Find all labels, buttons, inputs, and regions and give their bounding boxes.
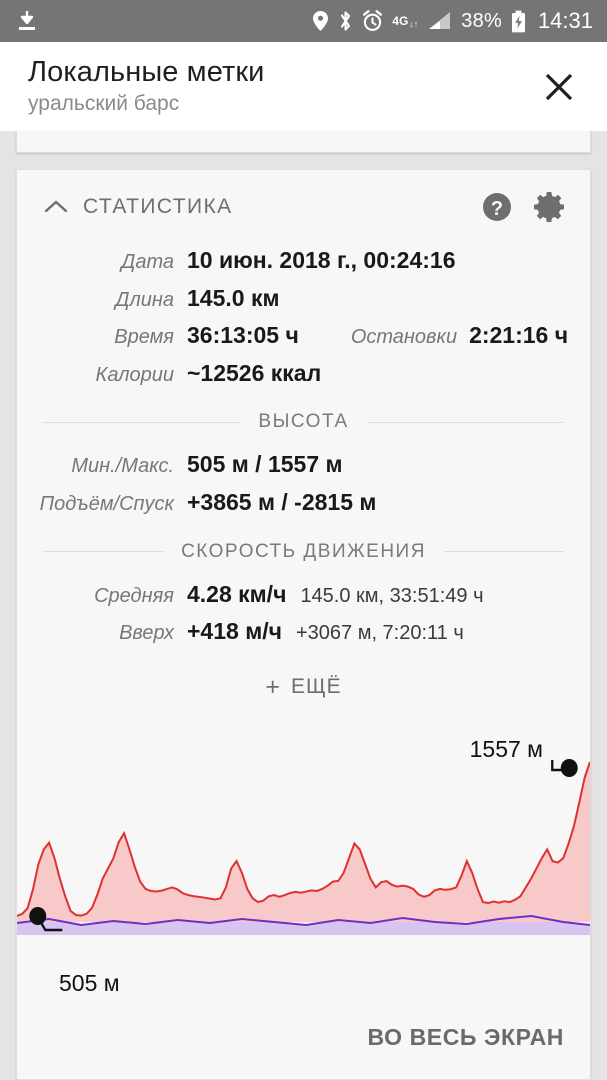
divider-line-right (443, 551, 565, 553)
chevron-up-icon[interactable] (43, 194, 69, 220)
stat-value: 2:21:16 ч (469, 322, 569, 349)
stat-value: +418 м/ч (187, 618, 282, 645)
divider-line-left (43, 421, 241, 423)
statistics-header[interactable]: СТАТИСТИКА ? (17, 170, 590, 238)
min-elevation-label: 505 м (59, 969, 120, 996)
download-icon (16, 9, 38, 33)
signal-bars-icon (427, 10, 452, 32)
network-type-label: 4G (392, 14, 409, 28)
show-more-label: ЕЩЁ (290, 675, 342, 699)
elevation-chart[interactable]: 1557 м 505 м (17, 720, 590, 1010)
stat-pair-stops: Остановки 2:21:16 ч (351, 322, 568, 350)
stat-row-ascent-descent: Подъём/Спуск +3865 м / -2815 м (17, 484, 590, 522)
page-title: Локальные метки (28, 55, 265, 88)
statistics-title: СТАТИСТИКА (83, 195, 233, 218)
previous-card-peek[interactable] (16, 131, 591, 153)
stat-label: Мин./Макс. (71, 455, 174, 478)
bluetooth-icon (338, 10, 353, 32)
location-pin-icon (312, 10, 329, 32)
stat-label: Дата (121, 251, 174, 273)
stat-value: +3865 м / -2815 м (187, 488, 377, 515)
speed-title: СКОРОСТЬ ДВИЖЕНИЯ (181, 540, 426, 562)
stat-label: Вверх (119, 622, 174, 645)
stat-row-minmax: Мин./Макс. 505 м / 1557 м (17, 446, 590, 484)
stat-row-average-speed: Средняя 4.28 км/ч 145.0 км, 33:51:49 ч (17, 576, 590, 614)
stat-subvalue: 145.0 км, 33:51:49 ч (300, 584, 484, 607)
stat-row-calories: Калории ~12526 ккал (17, 355, 590, 393)
scroll-content[interactable]: СТАТИСТИКА ? Дата 10 июн. 2018 г., 00:24… (0, 131, 607, 1080)
stat-value: 145.0 км (187, 284, 280, 311)
battery-percent-label: 38% (461, 9, 502, 32)
stat-value: ~12526 ккал (187, 359, 322, 386)
svg-text:?: ? (491, 198, 503, 220)
main-stat-rows: Дата 10 июн. 2018 г., 00:24:16 Длина 145… (17, 238, 590, 398)
settings-button[interactable] (534, 190, 568, 224)
fullscreen-button[interactable]: ВО ВЕСЬ ЭКРАН (367, 1023, 564, 1050)
speed-line (17, 916, 590, 925)
app-bar: Локальные метки уральский барс (0, 42, 607, 131)
network-traffic-arrows: ↓↑ (409, 19, 419, 29)
help-icon: ? (483, 193, 511, 221)
alarm-clock-icon (362, 10, 383, 32)
status-bar: 4G ↓↑ 38% 14:31 (0, 0, 607, 42)
stat-label: Подъём/Спуск (39, 492, 174, 515)
speed-rows: Средняя 4.28 км/ч 145.0 км, 33:51:49 ч В… (17, 572, 590, 657)
stat-label: Средняя (94, 584, 174, 607)
stat-value: 505 м / 1557 м (187, 451, 343, 478)
help-button[interactable]: ? (480, 190, 514, 224)
stat-row-distance: Длина 145.0 км (17, 280, 590, 318)
altitude-title: ВЫСОТА (258, 411, 349, 433)
clock-label: 14:31 (537, 8, 593, 33)
stat-row-time: Время 36:13:05 ч Остановки 2:21:16 ч (17, 317, 590, 355)
max-elevation-label: 1557 м (469, 735, 543, 762)
stat-row-date: Дата 10 июн. 2018 г., 00:24:16 (17, 242, 590, 280)
network-type-indicator: 4G ↓↑ (392, 13, 418, 29)
stat-label: Остановки (350, 326, 458, 349)
divider-line-left (43, 551, 164, 553)
stat-value: 36:13:05 ч (187, 322, 299, 349)
stat-value: 10 июн. 2018 г., 00:24:16 (187, 247, 456, 273)
close-icon (545, 73, 573, 100)
stat-label: Длина (115, 288, 174, 311)
elevation-chart-svg[interactable] (17, 720, 590, 970)
battery-charging-icon (511, 10, 526, 33)
statistics-card: СТАТИСТИКА ? Дата 10 июн. 2018 г., 00:24… (16, 169, 591, 1080)
show-more-button[interactable]: + ЕЩЁ (255, 671, 351, 704)
speed-divider: СКОРОСТЬ ДВИЖЕНИЯ (17, 528, 590, 572)
divider-line-right (366, 421, 565, 423)
elevation-line (17, 762, 590, 916)
gear-icon (534, 192, 564, 222)
stat-value: 4.28 км/ч (187, 580, 287, 607)
stat-subvalue: +3067 м, 7:20:11 ч (295, 622, 464, 645)
altitude-rows: Мин./Макс. 505 м / 1557 м Подъём/Спуск +… (17, 442, 590, 527)
close-button[interactable] (533, 61, 585, 113)
page-subtitle: уральский барс (28, 92, 180, 116)
altitude-divider: ВЫСОТА (17, 398, 590, 442)
stat-label: Калории (95, 363, 174, 386)
stat-label: Время (114, 326, 174, 349)
elevation-area-fill (17, 761, 590, 922)
stat-row-uphill-speed: Вверх +418 м/ч +3067 м, 7:20:11 ч (17, 613, 590, 651)
plus-icon: + (265, 672, 281, 701)
